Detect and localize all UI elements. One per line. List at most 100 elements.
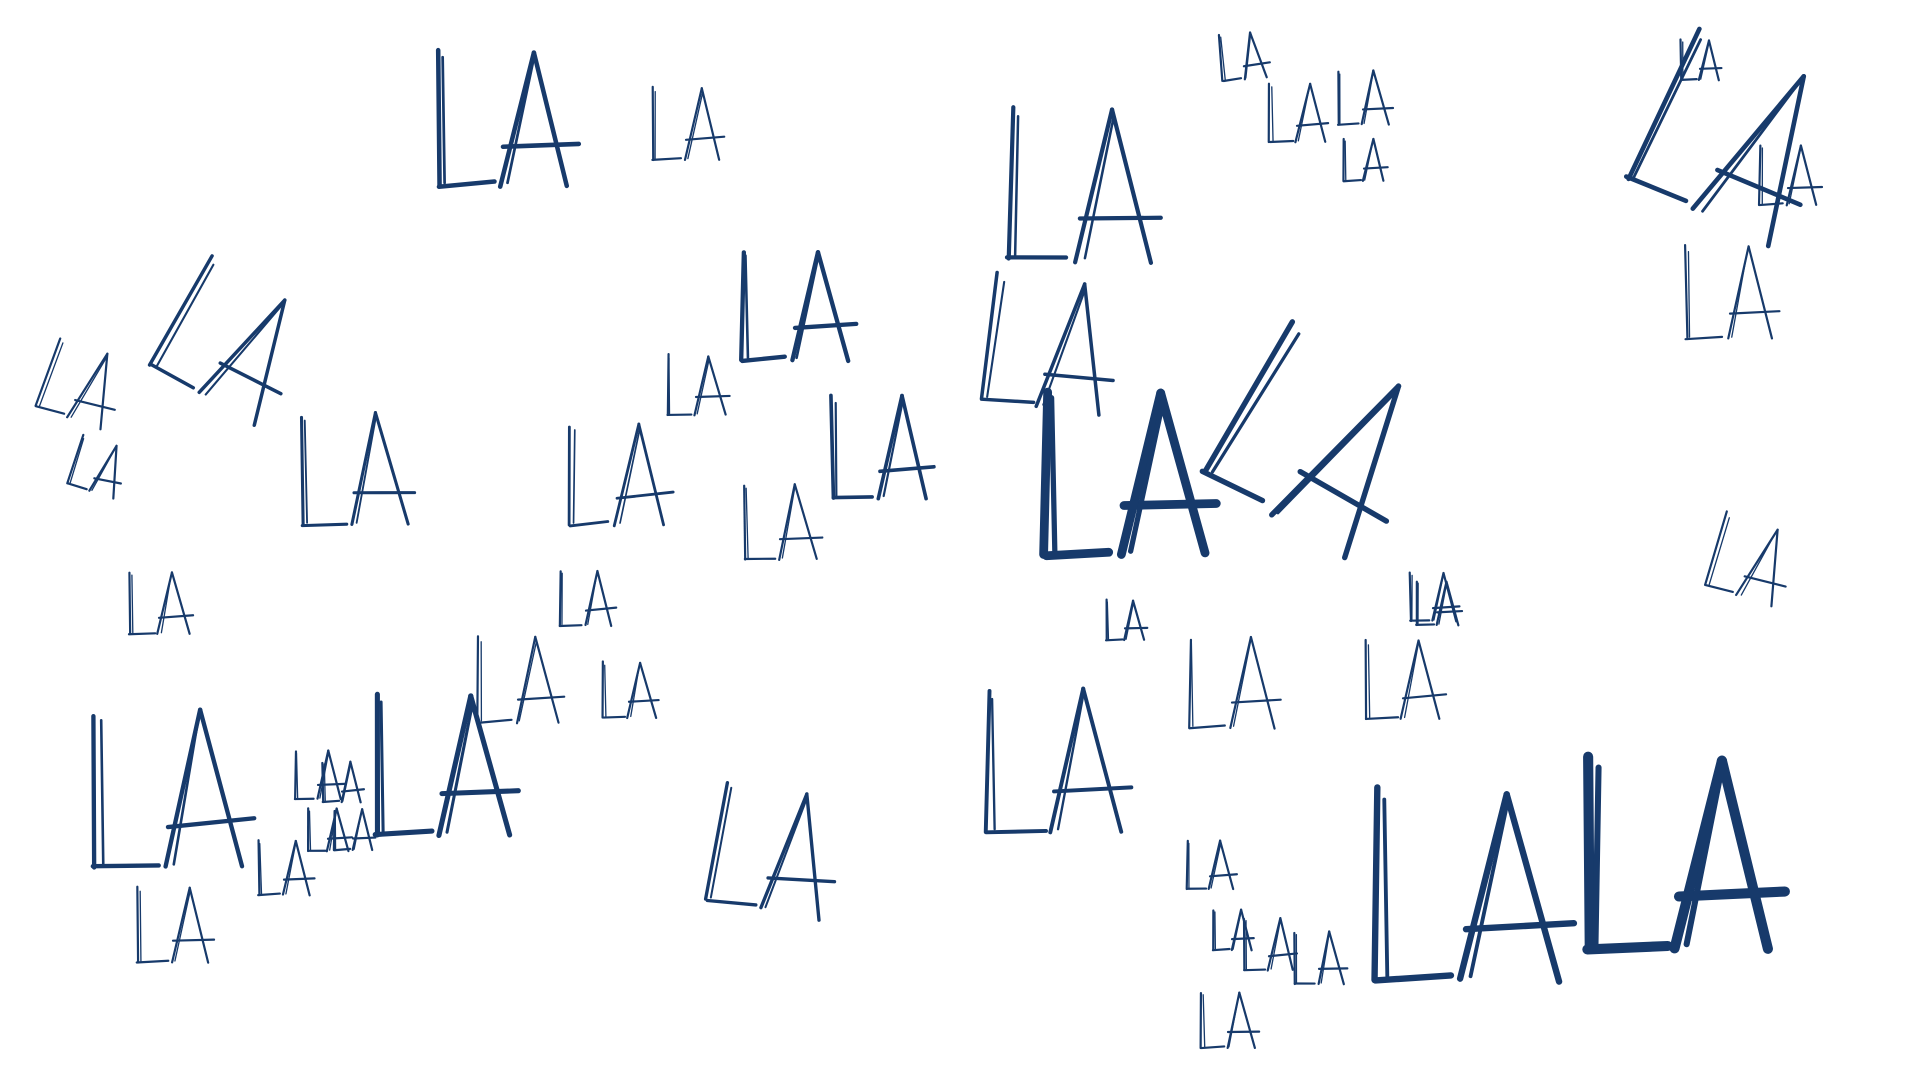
ink-stroke [1210, 842, 1222, 889]
ink-stroke [1297, 468, 1390, 524]
ink-stroke [984, 829, 1048, 835]
ink-stroke [147, 254, 214, 367]
ink-stroke [1249, 635, 1276, 730]
ink-stroke [165, 816, 257, 830]
ink-stroke [1081, 686, 1124, 834]
la-scribble: LA [1364, 638, 1448, 721]
la-scribble: LA [666, 353, 731, 417]
ink-stroke [983, 689, 992, 834]
ink-stroke [34, 337, 62, 407]
ink-stroke [1295, 122, 1330, 127]
ink-stroke [99, 352, 109, 431]
ink-stroke [1456, 791, 1510, 982]
ink-stroke [91, 713, 97, 870]
ink-stroke [259, 843, 263, 895]
ink-stroke [335, 807, 350, 853]
ink-stroke [979, 270, 999, 401]
ink-stroke [1220, 36, 1226, 81]
ink-stroke [303, 419, 308, 524]
ink-stroke [1468, 801, 1510, 979]
ink-stroke [157, 614, 195, 619]
ink-stroke [518, 640, 538, 722]
ink-stroke [1218, 839, 1235, 891]
la-scribble: LA [1004, 105, 1163, 265]
ink-stroke [1683, 243, 1689, 341]
ink-stroke [693, 355, 710, 417]
ink-stroke [1309, 82, 1327, 143]
ink-stroke [587, 573, 598, 626]
la-scribble: LA [567, 422, 675, 528]
ink-stroke [568, 520, 610, 528]
ink-stroke [1116, 388, 1166, 559]
ink-stroke [1297, 86, 1311, 142]
la-scribble: LA [332, 808, 377, 852]
ink-stroke [795, 256, 820, 360]
ink-stroke [1623, 174, 1689, 204]
ink-stroke [204, 304, 283, 396]
ink-stroke [1043, 372, 1115, 383]
ink-stroke [1361, 106, 1395, 111]
ink-stroke [379, 700, 385, 834]
la-scribble: LA [1415, 580, 1464, 627]
ink-stroke [700, 87, 721, 161]
la-scribble: LA [66, 433, 122, 500]
ink-stroke [373, 411, 410, 526]
la-scribble: LA [1039, 387, 1221, 561]
ink-stroke [1185, 839, 1189, 891]
la-scribble: LA [1185, 839, 1238, 891]
ink-stroke [882, 399, 904, 498]
ink-stroke [321, 799, 341, 804]
ink-stroke [294, 750, 298, 801]
ink-stroke [1270, 920, 1281, 970]
la-scribble: LA [1582, 751, 1790, 955]
ink-stroke [160, 574, 172, 634]
ink-stroke [285, 842, 297, 895]
ink-stroke [1006, 105, 1016, 261]
ink-stroke [766, 876, 837, 884]
ink-stroke [252, 298, 287, 428]
la-scribble: LA [1217, 31, 1271, 83]
ink-stroke [1680, 78, 1698, 82]
ink-stroke [1230, 698, 1282, 704]
ink-stroke [332, 809, 336, 852]
la-scribble: LA [1704, 510, 1787, 608]
ink-stroke [112, 444, 118, 500]
ink-stroke [1229, 635, 1253, 730]
la-scribble: LA [1188, 635, 1282, 730]
ink-stroke [1747, 245, 1774, 340]
ink-stroke [1188, 724, 1226, 730]
ink-stroke [516, 695, 566, 701]
ink-stroke [1382, 797, 1390, 979]
ink-stroke [66, 433, 85, 485]
ink-stroke [323, 763, 326, 802]
la-scribble: LA [127, 571, 195, 636]
ink-stroke [745, 487, 749, 559]
ink-stroke [1788, 147, 1802, 205]
ink-stroke [639, 661, 658, 719]
ink-stroke [1364, 716, 1400, 721]
ink-stroke [1202, 994, 1206, 1048]
ink-stroke [604, 664, 607, 718]
ink-stroke [1701, 81, 1801, 213]
ink-stroke [155, 263, 215, 368]
ink-stroke [1245, 34, 1252, 79]
ink-stroke [1202, 319, 1296, 475]
ink-stroke [1583, 751, 1595, 954]
ink-stroke [170, 886, 191, 964]
ink-stroke [876, 393, 904, 501]
la-scribble: LA [299, 411, 417, 528]
la-scribble: LA [1104, 598, 1149, 642]
la-scribble: LA [476, 635, 566, 725]
ink-stroke [1758, 202, 1784, 207]
ink-stroke [829, 393, 836, 500]
ink-stroke [612, 422, 641, 528]
la-scribble: LA [1757, 144, 1824, 207]
ink-stroke [1770, 528, 1779, 608]
ink-stroke [1320, 933, 1330, 984]
ink-stroke [333, 847, 352, 852]
ink-stroke [1765, 73, 1807, 249]
ink-stroke [1582, 940, 1673, 955]
ink-stroke [300, 522, 349, 528]
ink-stroke [197, 707, 245, 869]
ink-stroke [694, 394, 731, 399]
